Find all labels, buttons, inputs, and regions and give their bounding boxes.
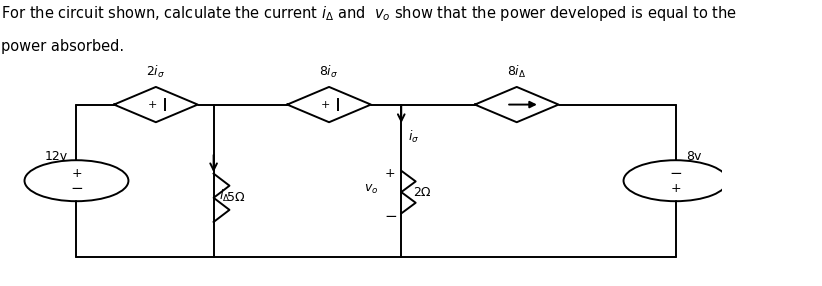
Text: $v_o$: $v_o$: [364, 183, 378, 196]
Text: $8i_\Delta$: $8i_\Delta$: [507, 64, 526, 80]
Text: +: +: [670, 182, 681, 195]
Text: −: −: [384, 209, 397, 224]
Text: $8i_\sigma$: $8i_\sigma$: [320, 64, 339, 80]
Text: 8v: 8v: [686, 150, 702, 163]
Text: power absorbed.: power absorbed.: [1, 39, 124, 54]
Text: +: +: [148, 100, 157, 110]
Text: $i_\sigma$: $i_\sigma$: [409, 129, 420, 145]
Text: $i_\Delta$: $i_\Delta$: [219, 188, 231, 204]
Text: +: +: [386, 167, 395, 180]
Text: +: +: [321, 100, 330, 110]
Text: $2i_\sigma$: $2i_\sigma$: [146, 64, 165, 80]
Text: 12v: 12v: [44, 150, 67, 163]
Text: +: +: [72, 167, 81, 180]
Text: −: −: [669, 166, 682, 181]
Text: −: −: [70, 181, 83, 196]
Text: 5Ω: 5Ω: [227, 191, 244, 204]
Text: 2Ω: 2Ω: [413, 186, 430, 198]
Text: For the circuit shown, calculate the current $i_\Delta$ and  $v_o$ show that the: For the circuit shown, calculate the cur…: [1, 3, 737, 23]
